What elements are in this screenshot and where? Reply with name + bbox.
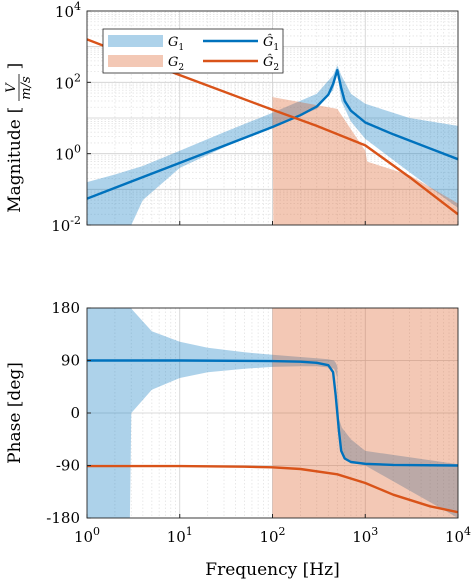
series-line-1: [87, 68, 458, 200]
series-line-2: [87, 38, 458, 216]
legend-swatch-band: [108, 55, 163, 67]
y-axis-label: Phase [deg]: [5, 362, 25, 464]
x-tick-label: 103: [352, 525, 378, 546]
y-tick-labels: -180 -90 0 90 180: [46, 299, 91, 527]
y-tick-labels: 10-2 100 102 104: [51, 0, 91, 235]
y-tick-label: 90: [61, 352, 80, 370]
x-tick-marks: 100 101 102 103 104: [74, 514, 471, 546]
y-axis-label: Magnitude [ V m/s]: [4, 63, 34, 213]
x-tick-label: 101: [167, 525, 193, 546]
y-tick-label: 102: [55, 71, 81, 92]
x-tick-label: 102: [259, 525, 285, 546]
legend-label: Ĝ2: [263, 53, 279, 73]
bracket-close: ]: [5, 63, 25, 70]
y-tick-label: 104: [55, 0, 81, 21]
x-tick-marks: [86, 221, 459, 225]
phase-panel: -180 -90 0 90 180 100 101 102 103 104 Phase [deg] F…: [5, 299, 471, 580]
grid: [87, 308, 458, 518]
unit-denominator: m/s: [19, 76, 34, 100]
uncertainty-band-2: [272, 308, 458, 518]
x-tick-label: 100: [74, 525, 100, 546]
y-tick-label: 180: [51, 299, 80, 317]
magnitude-panel: 10-2 100 102 104 Magnitude [ V m/s] G1 Ĝ1 G2 Ĝ2: [4, 0, 459, 235]
plot-series: [87, 308, 458, 518]
legend-label: G1: [168, 35, 184, 53]
legend: G1 Ĝ1 G2 Ĝ2: [102, 28, 284, 74]
x-tick-label: 104: [445, 525, 471, 546]
y-tick-label: -180: [46, 509, 80, 527]
y-tick-label: 10-2: [51, 214, 81, 235]
y-tick-label: 100: [55, 143, 81, 164]
y-axis-label-text: Magnitude: [5, 119, 25, 213]
bracket-open: [: [5, 107, 25, 114]
unit-numerator: V: [4, 82, 19, 93]
legend-swatch-band: [108, 35, 163, 47]
uncertainty-band-1: [87, 65, 458, 225]
x-axis-label: Frequency [Hz]: [205, 560, 339, 580]
plot-series: [87, 38, 458, 225]
y-tick-label: -90: [56, 457, 80, 475]
series-line-2: [87, 464, 458, 514]
legend-label: Ĝ1: [263, 33, 279, 53]
legend-box: [102, 28, 284, 74]
uncertainty-band-2: [87, 43, 458, 225]
y-tick-label: 0: [70, 404, 80, 422]
series-line-1: [87, 359, 458, 467]
legend-label: G2: [168, 55, 184, 73]
